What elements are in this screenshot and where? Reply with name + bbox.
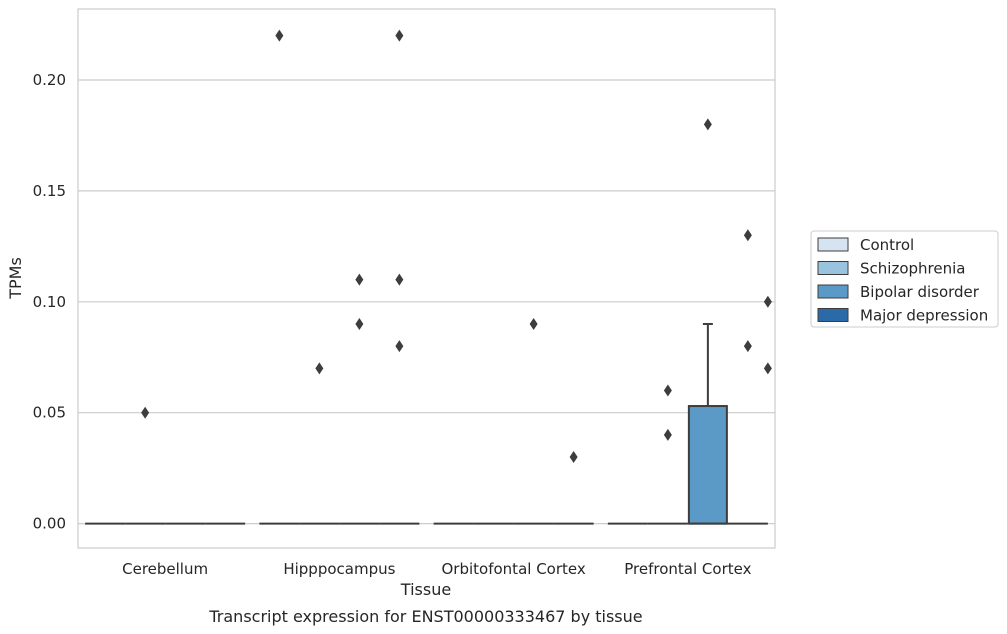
legend-swatch (817, 261, 849, 275)
legend-swatch (817, 284, 849, 299)
legend-label: Major depression (860, 307, 988, 325)
x-axis-ticks: Cerebellum Hipppocampus Orbitofontal Corte… (122, 560, 751, 578)
x-tick-label: Orbitofontal Cortex (442, 560, 586, 578)
outlier-point (663, 384, 672, 397)
plot-frame (77, 8, 776, 549)
y-axis-label: TPMs (6, 257, 25, 300)
x-tick-label: Hipppocampus (283, 560, 395, 578)
plot-background (78, 9, 775, 548)
chart-caption: Transcript expression for ENST0000033346… (208, 607, 642, 626)
outlier-point (743, 340, 752, 353)
y-tick-label: 0.05 (33, 404, 66, 422)
legend-frame (810, 230, 999, 328)
box-series (85, 322, 768, 525)
outlier-point (315, 362, 324, 375)
outlier-point (141, 406, 150, 419)
outlier-point (763, 295, 772, 308)
outlier-point (569, 451, 578, 464)
outlier-point (395, 29, 404, 42)
x-tick-label: Prefrontal Cortex (624, 560, 751, 578)
outlier-point (529, 317, 538, 330)
y-tick-label: 0.00 (33, 515, 66, 533)
x-axis-label: Tissue (400, 580, 451, 599)
y-tick-label: 0.10 (33, 293, 66, 311)
legend-label: Control (860, 236, 914, 254)
outlier-point (395, 340, 404, 353)
outlier-point (663, 428, 672, 441)
outlier-point (743, 229, 752, 242)
y-tick-label: 0.20 (33, 71, 66, 89)
legend-label: Bipolar disorder (860, 283, 980, 301)
legend-swatch (817, 237, 849, 252)
outlier-point (395, 273, 404, 286)
x-tick-label: Cerebellum (122, 560, 208, 578)
y-tick-label: 0.15 (33, 182, 66, 200)
outlier-point (355, 317, 364, 330)
outlier-point (763, 362, 772, 375)
box (687, 405, 728, 525)
legend-label: Schizophrenia (860, 260, 965, 278)
outlier-point (275, 29, 284, 42)
legend-swatch (817, 308, 849, 322)
outlier-point (355, 273, 364, 286)
outlier-point (703, 118, 712, 131)
legend: Control Schizophrenia Bipolar disorder Majo… (810, 230, 999, 328)
outlier-points (141, 29, 772, 464)
y-axis-ticks: 0.00 0.05 0.10 0.15 0.20 (33, 71, 66, 533)
